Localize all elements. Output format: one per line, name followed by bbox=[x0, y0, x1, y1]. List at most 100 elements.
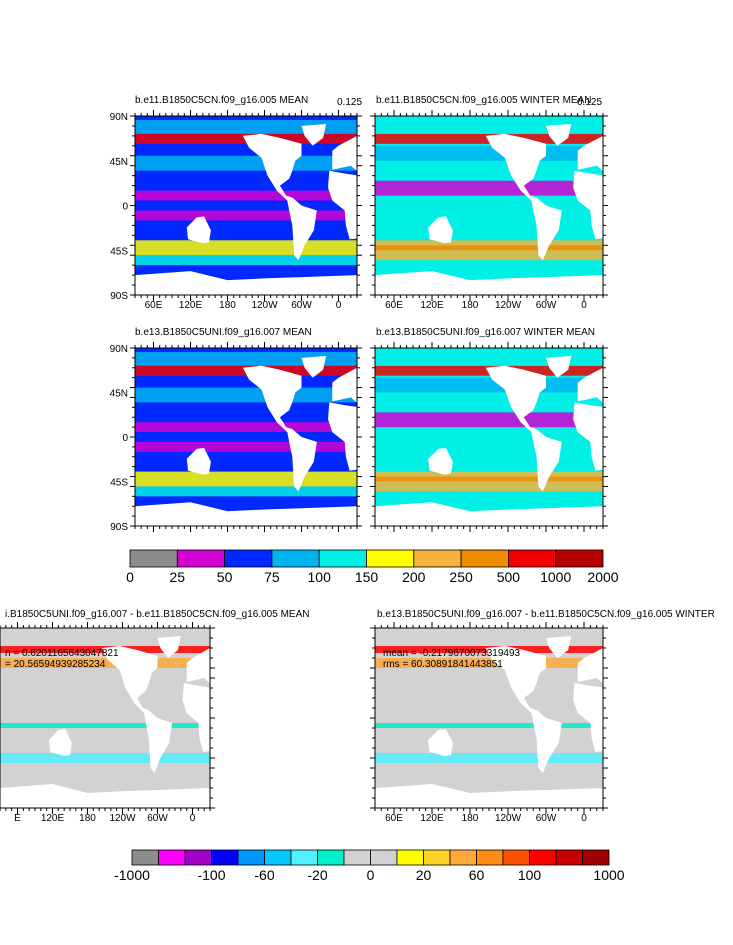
land-mask bbox=[242, 365, 317, 492]
colorbar-label: 1000 bbox=[593, 867, 624, 883]
y-tick-label: 0 bbox=[122, 202, 128, 213]
land-mask bbox=[485, 646, 562, 773]
panel-5-title: i.B1850C5UNI.f09_g16.007 - b.e11.B1850C5… bbox=[5, 609, 310, 620]
land-mask bbox=[375, 271, 603, 295]
panel-4-field bbox=[375, 348, 603, 526]
panel-2-corner-label: 0.125 bbox=[577, 97, 603, 108]
colorbar-box bbox=[264, 849, 292, 866]
land-mask bbox=[328, 402, 357, 471]
panel-6-stat: mean = -0.2179670073319493 bbox=[383, 648, 521, 659]
value-band bbox=[0, 658, 210, 668]
panel-5-stat: = 20.56594939285234 bbox=[5, 659, 106, 670]
land-mask bbox=[573, 170, 603, 240]
value-band bbox=[375, 351, 603, 366]
colorbar-box bbox=[502, 849, 530, 866]
value-band bbox=[375, 397, 603, 413]
panel-5-stat: n = 0.6201165643047821 bbox=[5, 648, 119, 659]
x-tick-label: 60W bbox=[536, 300, 557, 311]
x-tick-label: 120W bbox=[109, 813, 136, 824]
panel-1-corner-label: 0.125 bbox=[337, 97, 363, 108]
colorbar-box bbox=[184, 849, 212, 866]
x-tick-label: 180 bbox=[219, 300, 236, 311]
y-tick-label: 45N bbox=[110, 157, 128, 168]
land-mask bbox=[186, 447, 211, 475]
land-mask bbox=[428, 729, 453, 756]
colorbar-box bbox=[529, 849, 557, 866]
colorbar-box bbox=[396, 849, 424, 866]
value-band bbox=[135, 155, 357, 171]
colorbar-box bbox=[582, 849, 610, 866]
colorbar-box bbox=[131, 849, 159, 866]
colorbar-box bbox=[460, 549, 509, 568]
colorbar-box bbox=[370, 849, 398, 866]
colorbar-box bbox=[224, 549, 273, 568]
panel-2-field bbox=[375, 116, 603, 295]
value-band bbox=[135, 210, 357, 221]
colorbar-label: 500 bbox=[497, 569, 521, 585]
colorbar-box bbox=[318, 549, 367, 568]
value-band bbox=[135, 240, 357, 256]
x-tick-label: 60W bbox=[536, 813, 557, 824]
panel-1-title: b.e11.B1850C5CN.f09_g16.005 MEAN bbox=[135, 95, 309, 106]
colorbar-label: -1000 bbox=[114, 867, 150, 883]
colorbar-label: 0 bbox=[367, 867, 375, 883]
land-mask bbox=[102, 646, 173, 773]
x-tick-label: 0 bbox=[581, 813, 587, 824]
value-band bbox=[0, 753, 210, 763]
panel-4-title: b.e13.B1850C5UNI.f09_g16.007 WINTER MEAN bbox=[376, 327, 595, 338]
land-mask bbox=[573, 402, 603, 471]
value-band bbox=[375, 119, 603, 134]
value-band bbox=[375, 476, 603, 482]
value-band bbox=[375, 377, 603, 393]
x-tick-label: 120W bbox=[495, 300, 522, 311]
colorbar-label: 50 bbox=[217, 569, 233, 585]
colorbar-label: 200 bbox=[402, 569, 426, 585]
land-mask bbox=[546, 355, 572, 378]
land-mask bbox=[301, 124, 327, 146]
value-band bbox=[375, 180, 603, 196]
colorbar-box bbox=[555, 549, 604, 568]
colorbar-box bbox=[449, 849, 477, 866]
land-mask bbox=[546, 124, 572, 146]
land-mask bbox=[577, 648, 603, 684]
colorbar-label: 2000 bbox=[587, 569, 618, 585]
land-mask bbox=[301, 355, 327, 378]
panel-1-field bbox=[135, 116, 357, 295]
land-mask bbox=[428, 216, 453, 244]
x-tick-label: 120E bbox=[41, 813, 65, 824]
land-mask bbox=[182, 683, 210, 752]
panel-6-title: b.e13.B1850C5UNI.f09_g16.007 - b.e11.B18… bbox=[377, 609, 715, 620]
value-band bbox=[135, 486, 357, 497]
land-mask bbox=[135, 271, 357, 295]
value-band bbox=[135, 255, 357, 266]
colorbar-label: 100 bbox=[308, 569, 332, 585]
value-band bbox=[135, 422, 357, 433]
colorbar-box bbox=[343, 849, 371, 866]
land-mask bbox=[485, 133, 562, 261]
colorbar-label: 250 bbox=[449, 569, 473, 585]
colorbar-box bbox=[211, 849, 239, 866]
colorbar-label: 1000 bbox=[540, 569, 571, 585]
colorbar-box bbox=[476, 849, 504, 866]
x-tick-label: 120W bbox=[495, 813, 522, 824]
panel-3-field bbox=[135, 348, 357, 526]
x-tick-label: 120E bbox=[420, 813, 444, 824]
value-band bbox=[135, 441, 357, 452]
colorbar-box bbox=[290, 849, 318, 866]
land-mask bbox=[375, 784, 603, 808]
colorbar-label: -60 bbox=[254, 867, 274, 883]
value-band bbox=[135, 190, 357, 201]
land-mask bbox=[186, 648, 210, 684]
value-band bbox=[375, 165, 603, 181]
value-band bbox=[375, 245, 603, 251]
colorbar-box bbox=[158, 849, 186, 866]
y-tick-label: 90S bbox=[110, 291, 128, 302]
x-tick-label: 60E bbox=[385, 813, 403, 824]
y-tick-label: 45N bbox=[110, 389, 128, 400]
x-tick-label: 180 bbox=[79, 813, 96, 824]
x-tick-label: 180 bbox=[462, 300, 479, 311]
colorbar-box bbox=[413, 549, 462, 568]
value-band bbox=[0, 723, 210, 728]
colorbar-box bbox=[366, 549, 415, 568]
colorbar-box bbox=[423, 849, 451, 866]
